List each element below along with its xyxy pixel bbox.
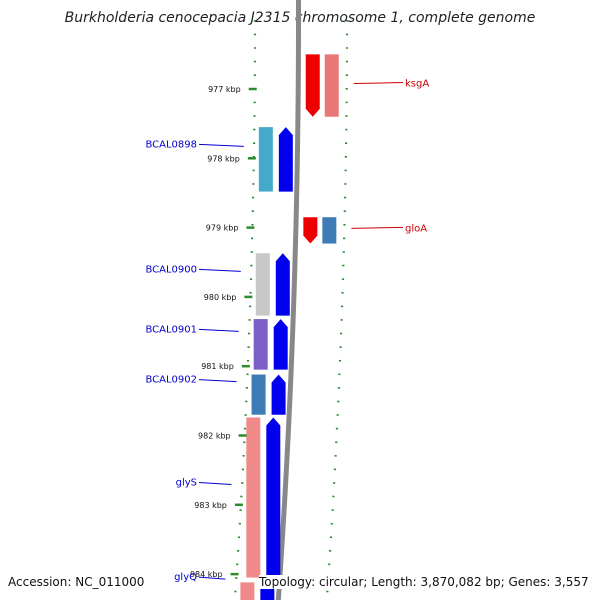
cog-block	[246, 417, 261, 578]
outer-tick-ring	[325, 20, 349, 600]
label-leader	[198, 328, 239, 332]
backbone	[275, 0, 301, 600]
tick-label: 983 kbp	[194, 501, 227, 510]
cog-block	[253, 319, 268, 370]
tick-label: 977 kbp	[208, 85, 241, 94]
gene-label: glyS	[176, 478, 197, 489]
gene-bcal0900[interactable]	[255, 253, 290, 316]
cog-block	[255, 253, 270, 316]
gene-gloa[interactable]	[303, 217, 337, 244]
label-leader	[351, 226, 404, 229]
cds-arrow	[271, 374, 286, 415]
gene-glys[interactable]	[246, 417, 281, 578]
tick-label: 982 kbp	[198, 432, 231, 441]
cds-arrow	[266, 417, 281, 578]
cog-block	[240, 582, 255, 600]
label-leader	[198, 482, 232, 486]
gene-bcal0902[interactable]	[251, 374, 286, 415]
tick-label: 978 kbp	[207, 154, 240, 163]
gene-label: BCAL0900	[145, 264, 197, 275]
label-leader	[198, 268, 241, 272]
backbone-line	[275, 0, 301, 600]
cds-arrow	[278, 127, 293, 192]
gene-bcal0901[interactable]	[253, 319, 288, 370]
gene-label: BCAL0902	[145, 375, 197, 386]
gene-bcal0898[interactable]	[258, 127, 293, 192]
label-leader	[198, 143, 244, 147]
cog-block	[258, 127, 273, 192]
inner-tick-ring	[233, 20, 257, 600]
tick-label: 979 kbp	[206, 224, 239, 233]
gene-labels: BCAL0898 BCAL0900 BCAL0901 BCAL0902 glyS glyQ…	[145, 79, 429, 584]
cog-block	[251, 374, 266, 415]
accession-label: Accession: NC_011000	[8, 575, 145, 589]
label-leader	[353, 82, 404, 85]
cog-block	[324, 54, 339, 117]
cds-arrow	[273, 319, 288, 370]
cog-block	[322, 217, 337, 244]
gene-label: BCAL0901	[145, 324, 197, 335]
topology-label: Topology: circular; Length: 3,870,082 bp…	[259, 575, 589, 589]
tick-label: 980 kbp	[204, 293, 237, 302]
scale-ticks: 977 kbp 978 kbp 979 kbp 980 kbp 981 kbp 982 k…	[190, 85, 257, 579]
tick-label: 984 kbp	[190, 570, 223, 579]
gene-ksga[interactable]	[305, 54, 339, 117]
cds-arrow	[305, 54, 320, 117]
cds-arrow	[275, 253, 290, 316]
gene-label: ksgA	[405, 79, 429, 90]
tick-rings	[233, 20, 349, 600]
gene-label: glyQ	[174, 572, 197, 583]
gene-label: BCAL0898	[145, 139, 197, 150]
cds-arrow	[303, 217, 318, 244]
gene-label: gloA	[405, 223, 427, 234]
label-leader	[198, 576, 226, 580]
tick-label: 981 kbp	[201, 362, 234, 371]
label-leader	[198, 379, 237, 383]
gene-features[interactable]	[240, 54, 339, 600]
